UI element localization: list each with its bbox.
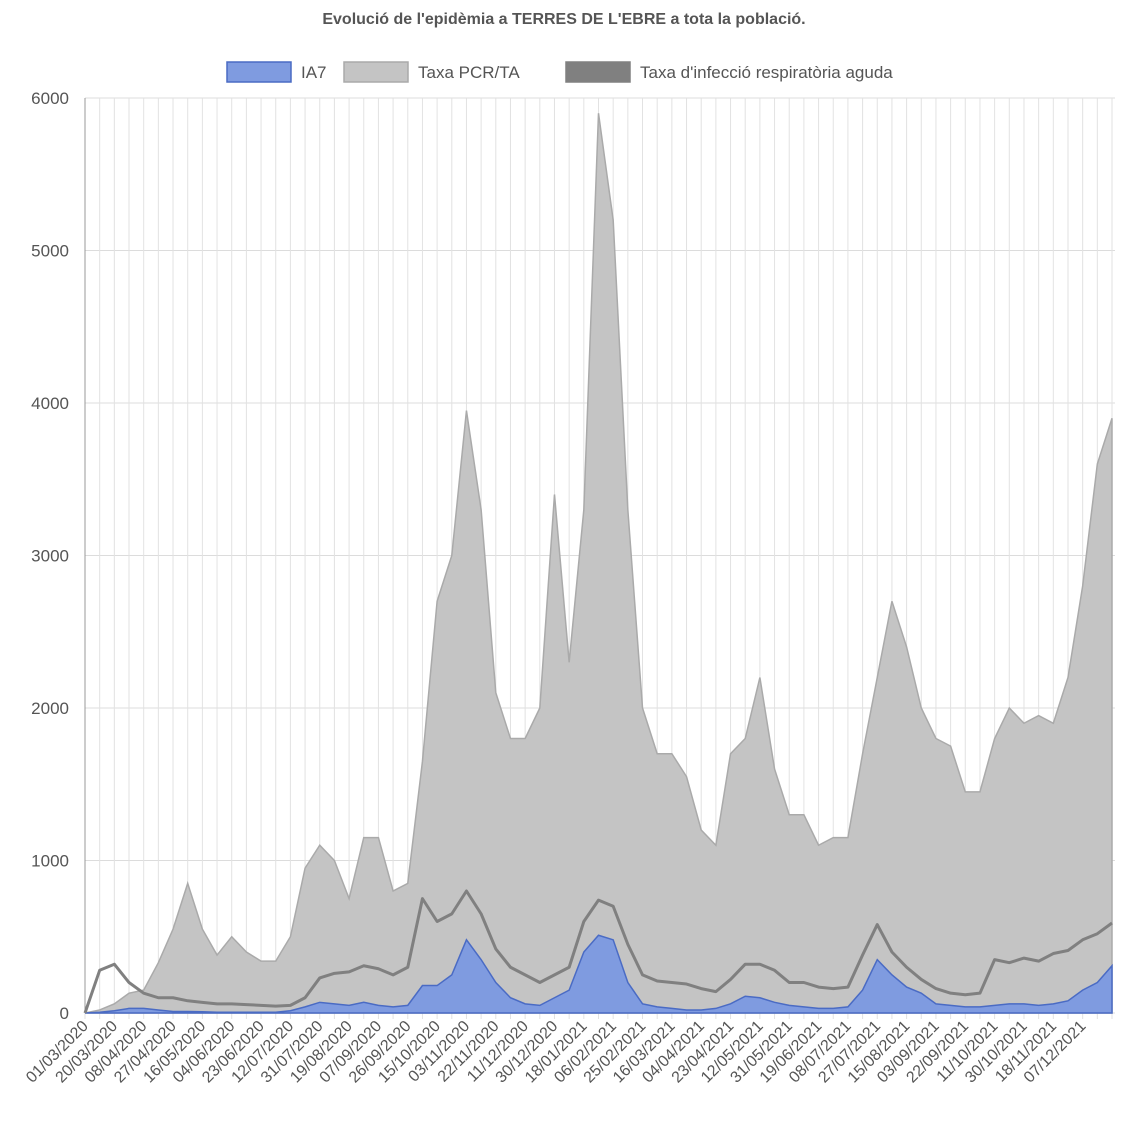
series-area xyxy=(84,934,1113,1014)
legend-label: Taxa d'infecció respiratòria aguda xyxy=(640,63,893,82)
legend-item[interactable]: Taxa PCR/TA xyxy=(343,61,520,83)
y-tick-label: 4000 xyxy=(31,394,69,413)
y-tick-label: 0 xyxy=(60,1004,69,1023)
legend-label: Taxa PCR/TA xyxy=(418,63,520,82)
chart-title: Evolució de l'epidèmia a TERRES DE L'EBR… xyxy=(322,11,805,28)
legend-item[interactable]: Taxa d'infecció respiratòria aguda xyxy=(565,61,893,83)
y-tick-label: 5000 xyxy=(31,242,69,261)
y-tick-label: 6000 xyxy=(31,89,69,108)
series-line xyxy=(83,889,1113,1014)
legend-item[interactable]: IA7 xyxy=(226,61,327,83)
legend-swatch xyxy=(565,61,631,83)
y-tick-label: 3000 xyxy=(31,547,69,566)
series-area xyxy=(84,113,1113,1014)
y-tick-label: 2000 xyxy=(31,699,69,718)
legend-swatch xyxy=(226,61,292,83)
y-tick-label: 1000 xyxy=(31,852,69,871)
legend-swatch xyxy=(343,61,409,83)
legend-label: IA7 xyxy=(301,63,327,82)
